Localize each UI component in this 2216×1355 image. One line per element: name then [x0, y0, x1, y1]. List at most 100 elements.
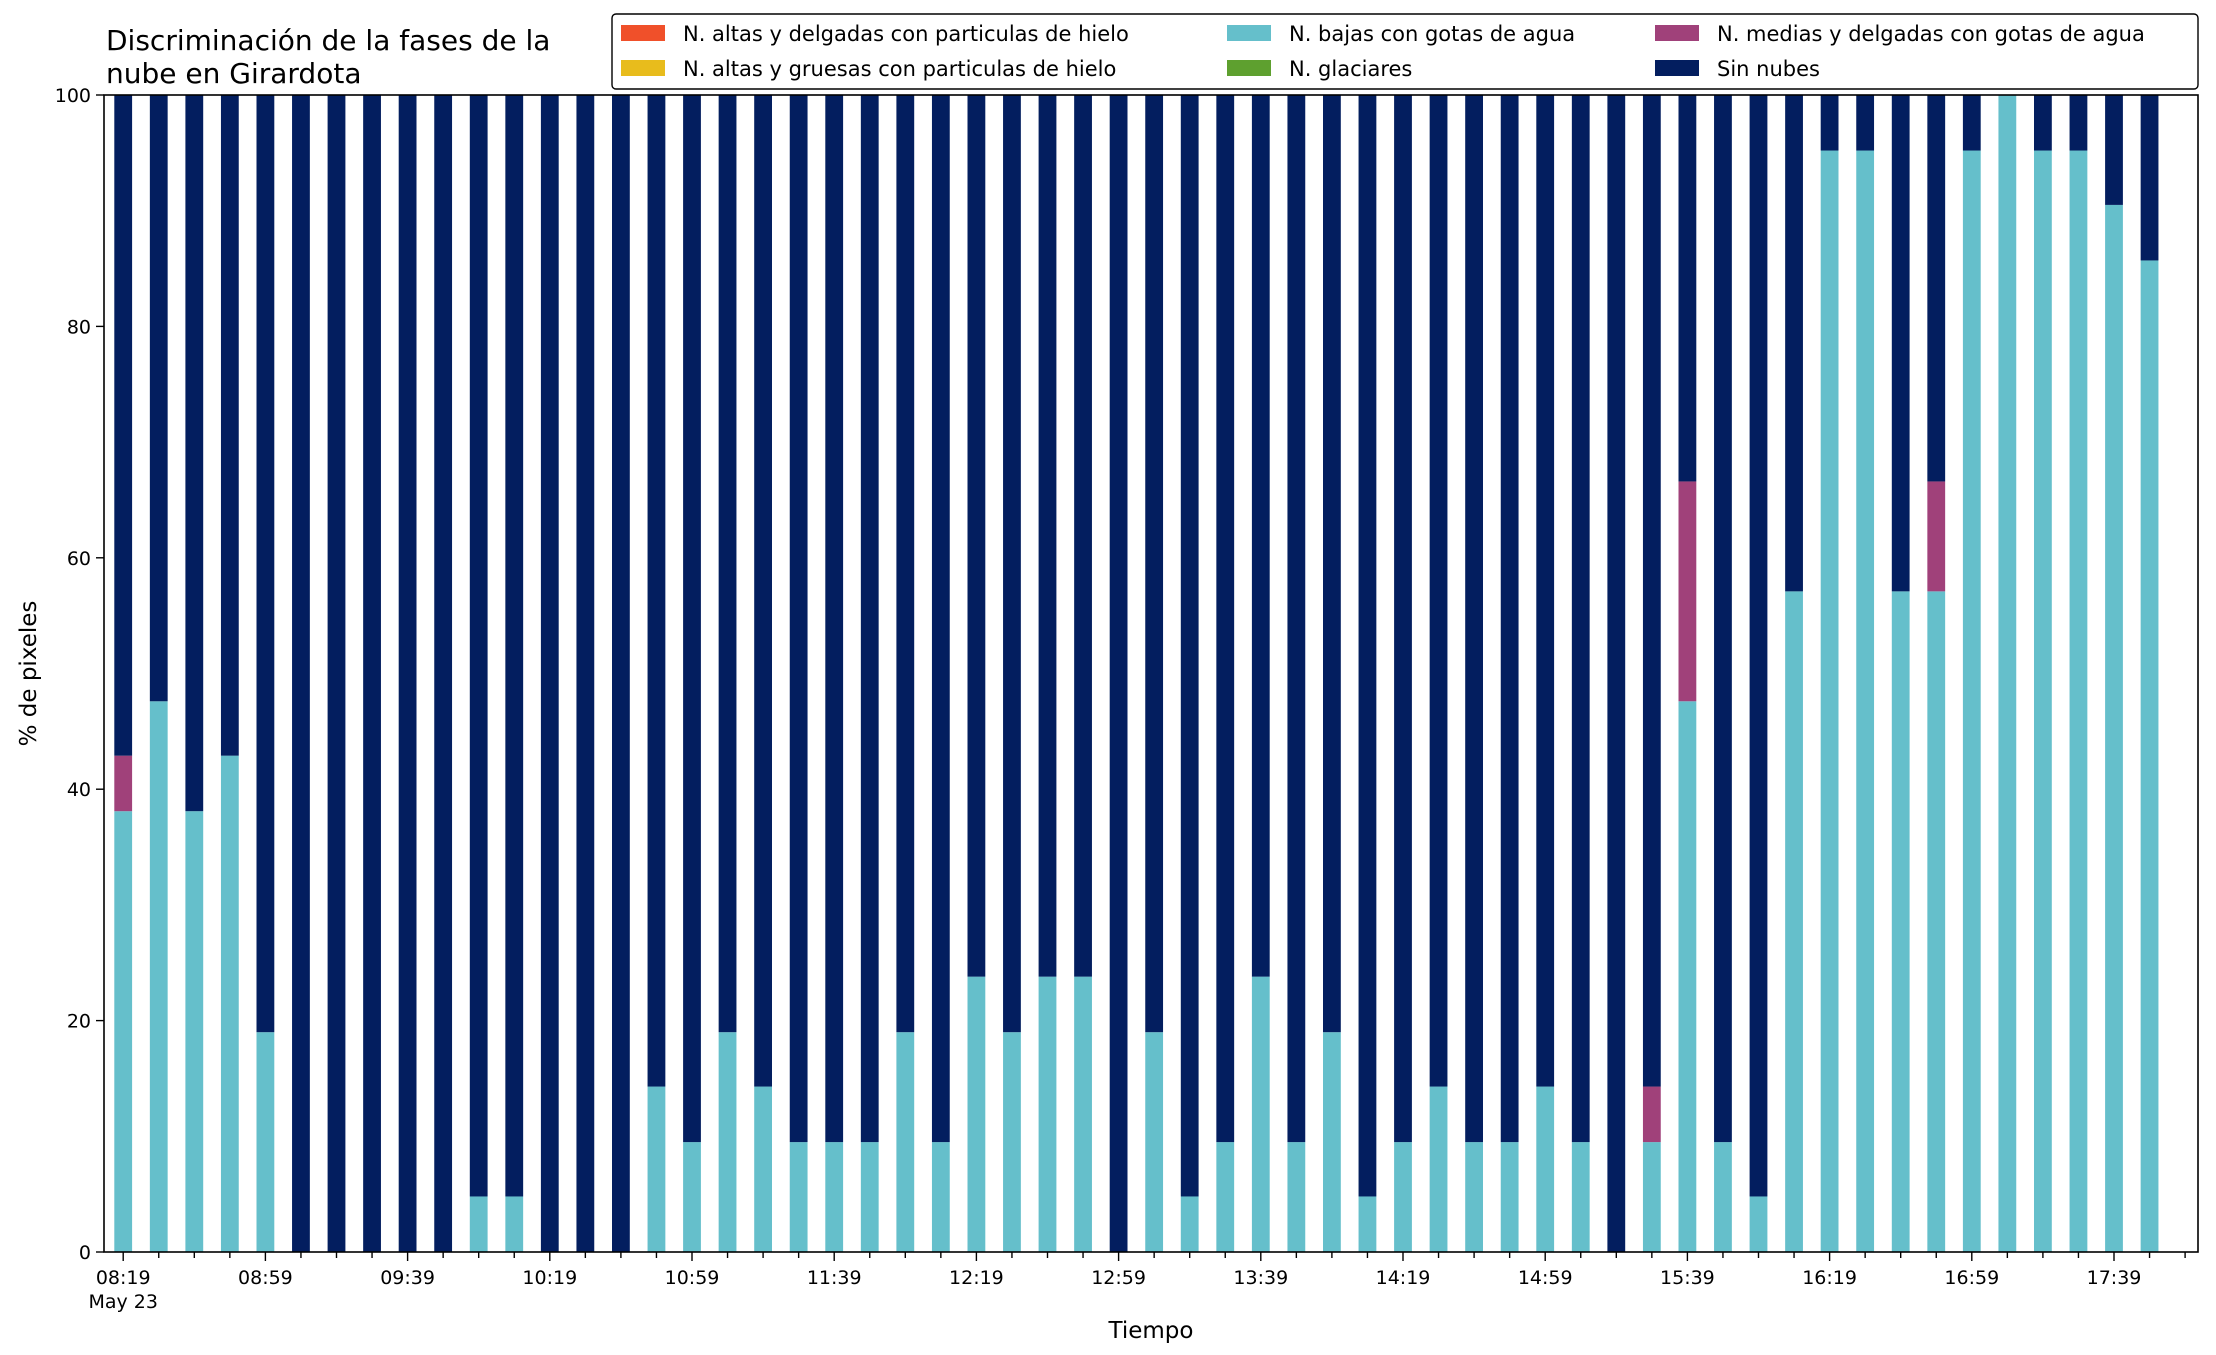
bar-segment: [1891, 95, 1910, 592]
legend-box: [611, 13, 2199, 90]
y-tick-label: 0: [79, 1242, 91, 1264]
bar-segment: [1856, 150, 1875, 1252]
bar-segment: [789, 1142, 808, 1252]
bar-segment: [1465, 1142, 1483, 1252]
bar-segment: [469, 95, 488, 1197]
bar-segment: [789, 95, 808, 1143]
x-tick-label: 13:39: [1233, 1267, 1288, 1289]
legend-swatch: [621, 25, 665, 41]
y-axis-label: % de pixeles: [16, 601, 42, 747]
bar-segment: [1642, 95, 1661, 1087]
bar-segment: [1429, 1086, 1448, 1252]
x-date-label: May 23: [88, 1291, 158, 1313]
legend-label: N. altas y delgadas con particulas de hi…: [683, 22, 1129, 46]
bar-segment: [2105, 204, 2123, 1252]
bar-segment: [505, 95, 524, 1197]
x-tick-label: 09:39: [380, 1267, 435, 1289]
bar-segment: [754, 1086, 772, 1252]
bar-segment: [1927, 591, 1946, 1252]
bar-segment: [2034, 95, 2052, 151]
x-tick-label: 08:59: [238, 1267, 293, 1289]
bar-segment: [825, 95, 844, 1143]
bar-segment: [896, 95, 915, 1033]
bar-segment: [1962, 95, 1981, 151]
legend-swatch: [1655, 25, 1699, 41]
y-tick-label: 20: [67, 1011, 91, 1033]
bar-segment: [1465, 95, 1483, 1143]
legend: N. altas y delgadas con particulas de hi…: [611, 13, 2199, 90]
bar-segment: [220, 755, 239, 1252]
bar-segment: [967, 95, 986, 977]
bar-segment: [896, 1032, 915, 1252]
axes-layer: 0 20 40 60 80 100 08:19 08:59 09:39 10:19 10:59 11:…: [16, 85, 2199, 1344]
bar-segment: [114, 755, 133, 812]
bar-segment: [1607, 95, 1626, 1252]
bar-segment: [1358, 1196, 1377, 1252]
bar-segment: [1429, 95, 1448, 1087]
bar-segment: [185, 811, 204, 1252]
bar-segment: [114, 95, 133, 756]
bar-segment: [1820, 95, 1839, 151]
bar-segment: [220, 95, 239, 756]
bar-segment: [1571, 95, 1590, 1143]
bar-segment: [1785, 591, 1803, 1252]
y-tick-label: 100: [55, 85, 91, 107]
bar-segment: [1856, 95, 1875, 151]
plot-frame: [103, 94, 2199, 1253]
x-tick-label: 15:39: [1660, 1267, 1715, 1289]
bar-segment: [1358, 95, 1377, 1197]
legend-label: N. glaciares: [1289, 57, 1412, 81]
bar-segment: [1109, 95, 1128, 1252]
bar-segment: [1536, 95, 1555, 1087]
x-tick-label: 10:19: [522, 1267, 577, 1289]
x-tick-label: 14:19: [1376, 1267, 1431, 1289]
bar-segment: [1216, 1142, 1235, 1252]
bar-segment: [1038, 976, 1057, 1252]
bar-segment: [1323, 95, 1341, 1033]
x-tick-label: 08:19: [96, 1267, 151, 1289]
bar-segment: [1145, 95, 1164, 1033]
bar-segment: [1820, 150, 1839, 1252]
bars-layer: [114, 95, 2159, 1252]
bar-segment: [1998, 95, 2017, 1252]
bar-segment: [1536, 1086, 1555, 1252]
legend-label: N. bajas con gotas de agua: [1289, 22, 1575, 46]
bar-segment: [1749, 1196, 1768, 1252]
bar-segment: [1891, 591, 1910, 1252]
bar-segment: [327, 95, 346, 1252]
bar-segment: [2034, 150, 2052, 1252]
bar-segment: [1962, 150, 1981, 1252]
bar-segment: [825, 1142, 844, 1252]
bar-segment: [1074, 95, 1092, 977]
bar-segment: [718, 95, 737, 1033]
x-axis-label: Tiempo: [1108, 1318, 1194, 1344]
bar-segment: [1714, 1142, 1732, 1252]
bar-segment: [683, 95, 701, 1143]
bar-segment: [1500, 1142, 1519, 1252]
bar-segment: [256, 95, 275, 1033]
bar-segment: [2069, 95, 2088, 151]
bar-segment: [1642, 1086, 1661, 1143]
bar-segment: [256, 1032, 275, 1252]
bar-segment: [2105, 95, 2123, 205]
bar-segment: [1394, 1142, 1412, 1252]
bar-segment: [1927, 95, 1946, 482]
bar-segment: [754, 95, 772, 1087]
legend-label: N. altas y gruesas con particulas de hie…: [683, 57, 1116, 81]
bar-segment: [1038, 95, 1057, 977]
bar-segment: [149, 95, 168, 702]
bar-segment: [1287, 95, 1306, 1143]
bar-segment: [860, 95, 879, 1143]
bar-segment: [1678, 481, 1697, 702]
legend-swatch: [1227, 25, 1271, 41]
bar-segment: [1287, 1142, 1306, 1252]
chart-title-text: Discriminación de la fases de la nube en …: [106, 24, 550, 90]
x-tick-label: 14:59: [1518, 1267, 1573, 1289]
bar-segment: [398, 95, 417, 1252]
bar-segment: [1394, 95, 1412, 1143]
bar-segment: [718, 1032, 737, 1252]
legend-swatch: [1655, 60, 1699, 76]
chart-title: Discriminación de la fases de la nube en …: [106, 24, 550, 90]
bar-segment: [1678, 95, 1697, 482]
